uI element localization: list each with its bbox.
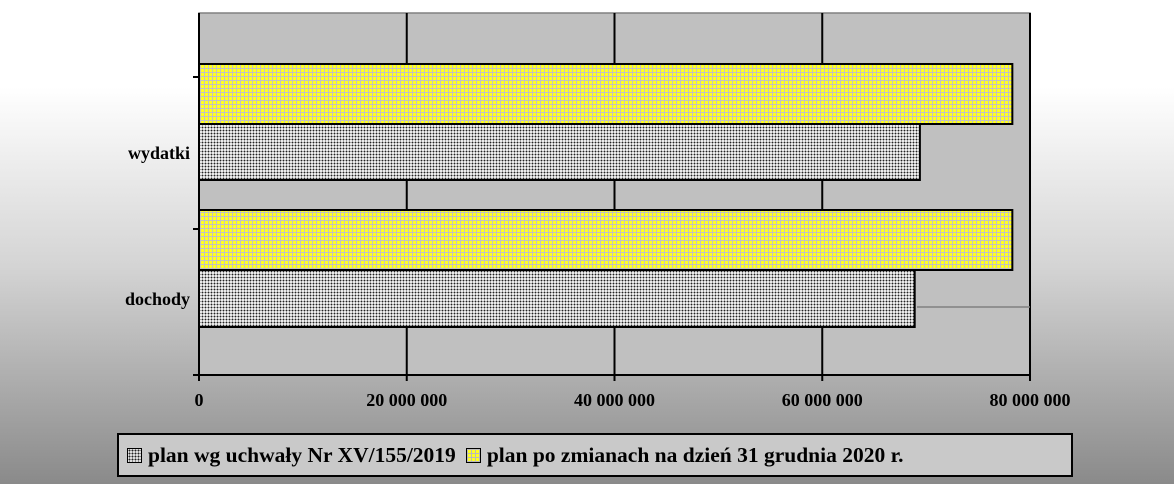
bar-plan-po-zmianach-dochody — [198, 209, 1014, 271]
x-tick-label: 40 000 000 — [574, 390, 655, 410]
legend: plan wg uchwały Nr XV/155/2019 plan po z… — [117, 433, 1073, 477]
legend-swatch-dotted-icon — [127, 447, 142, 463]
y-category-label: dochody — [125, 289, 190, 309]
legend-item-plan-po-zmianach: plan po zmianach na dzień 31 grudnia 202… — [465, 442, 904, 468]
x-tick-label: 60 000 000 — [782, 390, 863, 410]
x-tick-label: 0 — [195, 390, 204, 410]
bar-plan-po-zmianach-wydatki — [198, 63, 1014, 125]
legend-item-plan-uchwala: plan wg uchwały Nr XV/155/2019 — [127, 443, 456, 468]
bar-plan-uchwala-dochody — [198, 269, 916, 328]
legend-label-plan-uchwala: plan wg uchwały Nr XV/155/2019 — [148, 442, 456, 467]
x-tick-label: 80 000 000 — [990, 390, 1071, 410]
legend-swatch-yellow-icon — [465, 447, 481, 463]
x-tick-label: 20 000 000 — [366, 390, 447, 410]
bar-chart: 0 20 000 000 40 000 000 60 000 000 80 000 00… — [125, 12, 1071, 410]
bar-plan-uchwala-wydatki — [198, 123, 921, 181]
y-category-label: wydatki — [128, 143, 190, 163]
legend-label-plan-po-zmianach: plan po zmianach na dzień 31 grudnia 202… — [486, 442, 904, 467]
